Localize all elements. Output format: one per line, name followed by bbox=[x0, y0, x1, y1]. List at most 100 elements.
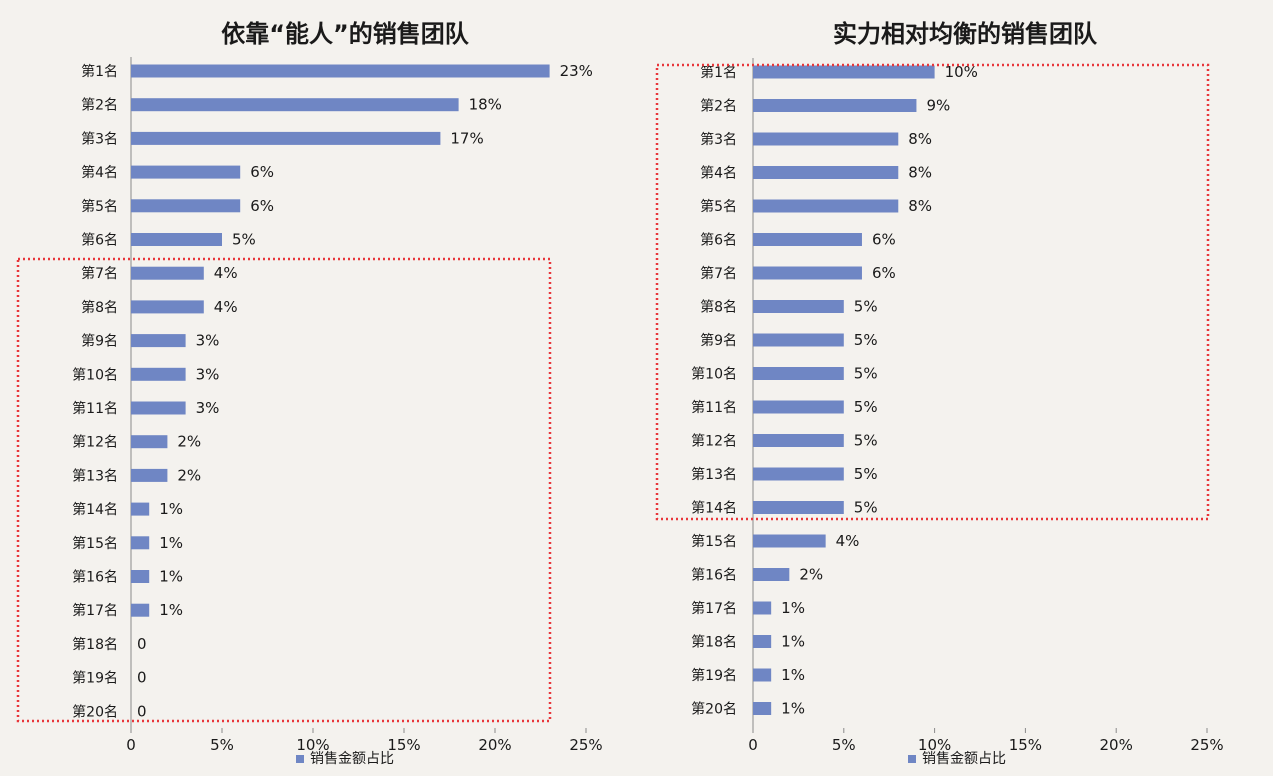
value-label: 1% bbox=[159, 601, 183, 619]
bar bbox=[753, 434, 844, 447]
value-label: 0 bbox=[137, 702, 147, 720]
x-tick-label: 15% bbox=[1009, 736, 1042, 754]
bar bbox=[753, 668, 772, 682]
category-label: 第12名 bbox=[691, 433, 737, 450]
chart-title: 依靠“能人”的销售团队 bbox=[221, 20, 470, 48]
value-label: 6% bbox=[250, 163, 274, 181]
x-tick-label: 5% bbox=[832, 736, 856, 754]
bar bbox=[131, 435, 168, 449]
x-tick-label: 10% bbox=[296, 736, 329, 754]
value-label: 5% bbox=[854, 331, 878, 349]
bar bbox=[753, 132, 899, 146]
bar bbox=[131, 536, 150, 550]
value-label: 10% bbox=[945, 63, 978, 81]
category-label: 第7名 bbox=[81, 265, 118, 282]
bar bbox=[753, 233, 862, 246]
value-label: 1% bbox=[781, 700, 805, 718]
category-label: 第20名 bbox=[691, 701, 737, 718]
category-label: 第9名 bbox=[81, 333, 118, 350]
category-label: 第6名 bbox=[81, 232, 118, 249]
bar bbox=[753, 333, 844, 347]
bar bbox=[131, 401, 186, 415]
category-label: 第10名 bbox=[72, 366, 118, 383]
value-label: 9% bbox=[926, 97, 950, 115]
value-label: 3% bbox=[196, 365, 220, 383]
category-label: 第4名 bbox=[81, 164, 118, 181]
category-label: 第16名 bbox=[691, 567, 737, 584]
category-label: 第19名 bbox=[691, 667, 737, 684]
bar bbox=[753, 601, 772, 615]
value-label: 4% bbox=[836, 532, 860, 550]
category-label: 第11名 bbox=[691, 399, 737, 416]
value-label: 2% bbox=[177, 433, 201, 451]
bar bbox=[753, 702, 772, 715]
bar bbox=[753, 568, 790, 581]
bar bbox=[753, 199, 899, 213]
value-label: 8% bbox=[908, 197, 932, 215]
category-label: 第13名 bbox=[72, 467, 118, 484]
category-label: 第6名 bbox=[700, 232, 737, 249]
value-label: 6% bbox=[250, 197, 274, 215]
category-label: 第14名 bbox=[691, 500, 737, 517]
bar bbox=[131, 300, 204, 314]
bar bbox=[753, 166, 899, 179]
category-label: 第3名 bbox=[81, 130, 118, 147]
value-label: 8% bbox=[908, 164, 932, 182]
x-tick-label: 20% bbox=[1100, 736, 1133, 754]
value-label: 6% bbox=[872, 264, 896, 282]
value-label: 1% bbox=[781, 599, 805, 617]
category-label: 第20名 bbox=[72, 703, 118, 720]
x-tick-label: 25% bbox=[569, 736, 602, 754]
legend-swatch bbox=[908, 755, 916, 763]
category-label: 第19名 bbox=[72, 670, 118, 687]
value-label: 4% bbox=[214, 298, 238, 316]
bar bbox=[753, 501, 844, 514]
category-label: 第16名 bbox=[72, 569, 118, 586]
bar bbox=[131, 603, 150, 617]
value-label: 1% bbox=[159, 500, 183, 518]
x-tick-label: 10% bbox=[918, 736, 951, 754]
category-label: 第18名 bbox=[72, 636, 118, 653]
category-label: 第18名 bbox=[691, 634, 737, 651]
highlight-box bbox=[655, 63, 1210, 521]
category-label: 第13名 bbox=[691, 466, 737, 483]
legend-label: 销售金额占比 bbox=[310, 751, 394, 767]
chart-title: 实力相对均衡的销售团队 bbox=[833, 20, 1098, 48]
value-label: 5% bbox=[854, 298, 878, 316]
value-label: 5% bbox=[854, 499, 878, 517]
category-label: 第17名 bbox=[72, 602, 118, 619]
category-label: 第5名 bbox=[81, 198, 118, 215]
value-label: 23% bbox=[560, 62, 593, 80]
value-label: 5% bbox=[854, 432, 878, 450]
bar bbox=[131, 367, 186, 381]
x-tick-label: 0 bbox=[748, 736, 758, 754]
value-label: 1% bbox=[781, 633, 805, 651]
bar bbox=[131, 131, 441, 145]
bar bbox=[131, 64, 550, 78]
category-label: 第3名 bbox=[700, 131, 737, 148]
value-label: 0 bbox=[137, 669, 147, 687]
value-label: 1% bbox=[159, 568, 183, 586]
bar bbox=[753, 400, 844, 414]
value-label: 18% bbox=[469, 96, 502, 114]
bar bbox=[753, 534, 826, 548]
bar bbox=[131, 165, 241, 179]
x-tick-label: 0 bbox=[126, 736, 136, 754]
category-label: 第7名 bbox=[700, 265, 737, 282]
bar bbox=[753, 467, 844, 481]
value-label: 2% bbox=[799, 566, 823, 584]
category-label: 第4名 bbox=[700, 165, 737, 182]
x-tick-label: 25% bbox=[1190, 736, 1223, 754]
value-label: 2% bbox=[177, 466, 201, 484]
bar bbox=[753, 65, 935, 79]
value-label: 3% bbox=[196, 332, 220, 350]
category-label: 第15名 bbox=[691, 533, 737, 550]
category-label: 第11名 bbox=[72, 400, 118, 417]
legend-label: 销售金额占比 bbox=[922, 751, 1006, 767]
value-label: 3% bbox=[196, 399, 220, 417]
value-label: 0 bbox=[137, 635, 147, 653]
bar bbox=[753, 300, 844, 313]
bar bbox=[131, 468, 168, 482]
